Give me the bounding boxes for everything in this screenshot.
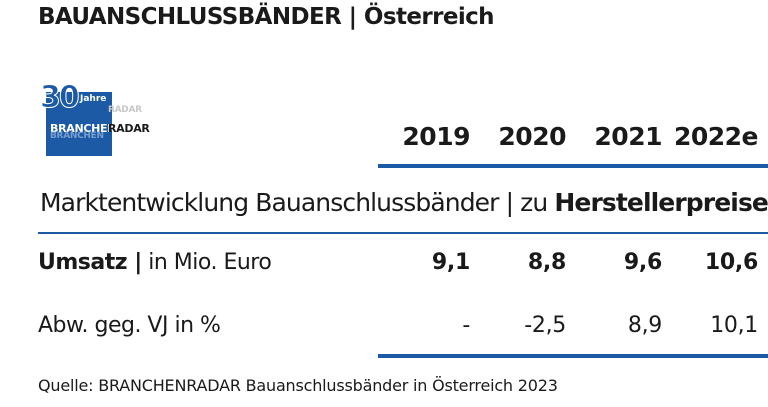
- logo-jahre: Jahre: [80, 94, 107, 104]
- year-header-2022e: 2022e: [673, 122, 759, 151]
- section-heading: Marktentwicklung Bauanschlussbänder | zu…: [40, 188, 768, 217]
- logo-reflection-radar: RADAR: [108, 105, 142, 115]
- cell-abweichung-2021: 8,9: [627, 313, 662, 338]
- row-label-umsatz-unit: in Mio. Euro: [141, 250, 272, 275]
- year-header-2019: 2019: [402, 122, 470, 151]
- logo-reflection: BRANCHEN: [50, 131, 104, 141]
- logo-number: 30: [40, 80, 81, 115]
- cell-umsatz-2020: 8,8: [527, 250, 566, 275]
- year-header-2020: 2020: [498, 122, 566, 151]
- title-main: BAUANSCHLUSSBÄNDER: [38, 4, 342, 30]
- cell-abweichung-2020: -2,5: [524, 313, 566, 338]
- source-note: Quelle: BRANCHENRADAR Bauanschlussbänder…: [38, 376, 558, 395]
- title-region: Österreich: [363, 4, 495, 30]
- section-divider: [38, 232, 768, 234]
- cell-umsatz-2022e: 10,6: [704, 250, 758, 275]
- year-header-2021: 2021: [594, 122, 662, 151]
- row-label-abweichung: Abw. geg. VJ in %: [38, 313, 221, 338]
- logo-box: [46, 92, 112, 156]
- row-label-abweichung-text: Abw. geg. VJ in %: [38, 313, 221, 338]
- cell-umsatz-2019: 9,1: [431, 250, 470, 275]
- header-rule: [378, 164, 768, 168]
- section-heading-emphasis: Herstellerpreisen: [554, 188, 768, 217]
- section-heading-prefix: Marktentwicklung Bauanschlussbänder | zu: [40, 188, 555, 217]
- row-label-umsatz-bold: Umsatz |: [38, 250, 142, 275]
- table-bottom-rule: [378, 354, 768, 358]
- title-separator: |: [348, 4, 357, 30]
- logo-brand-branchen: BRANCHEN: [50, 122, 117, 135]
- cell-abweichung-2019: -: [462, 313, 470, 338]
- page-title: BAUANSCHLUSSBÄNDER | Österreich: [38, 4, 495, 30]
- row-label-umsatz: Umsatz | in Mio. Euro: [38, 250, 272, 275]
- logo-brand-radar: RADAR: [108, 122, 150, 135]
- cell-abweichung-2022e: 10,1: [710, 313, 758, 338]
- cell-umsatz-2021: 9,6: [623, 250, 662, 275]
